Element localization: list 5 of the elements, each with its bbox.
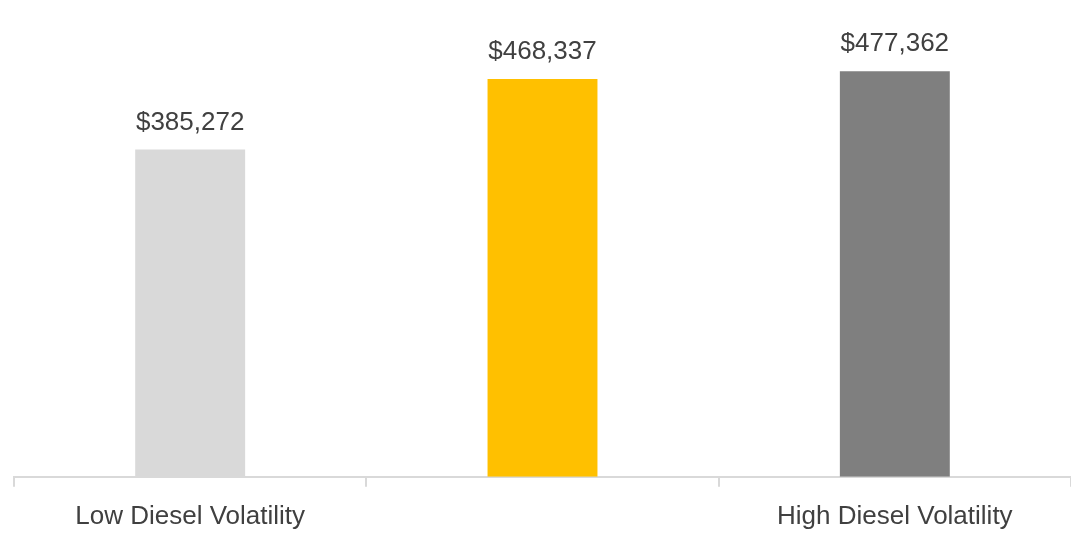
- data-label: $477,362: [840, 27, 950, 58]
- data-label: $385,272: [135, 105, 245, 136]
- data-label: $468,337: [488, 35, 597, 66]
- x-tick-label: Low Diesel Volatility: [75, 499, 306, 530]
- x-tick-label: High Diesel Volatility: [777, 499, 1013, 530]
